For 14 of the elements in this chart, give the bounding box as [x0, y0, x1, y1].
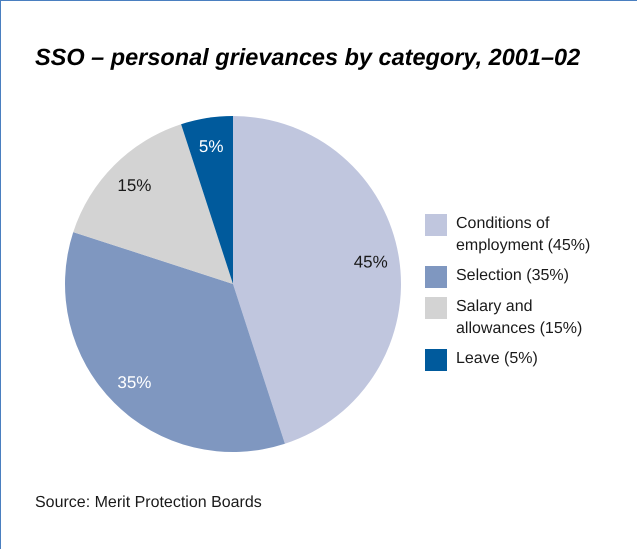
data-label: 15%: [117, 176, 152, 195]
pie-slice: [65, 232, 285, 452]
pie-slice: [73, 124, 233, 284]
legend-label: Selection (35%): [456, 266, 569, 286]
pie-slice: [181, 116, 233, 284]
legend-label: Salary and allowances (15%): [456, 297, 584, 339]
source-note: Source: Merit Protection Boards: [35, 494, 262, 512]
legend-label: Conditions of employment (45%): [456, 214, 592, 256]
data-label: 45%: [354, 252, 388, 272]
legend-label: Leave (5%): [456, 349, 538, 369]
data-label: 5%: [198, 136, 224, 156]
data-label: 35%: [117, 373, 152, 392]
pie-slice: [233, 116, 401, 444]
chart-title: SSO – personal grievances by category, 2001–02: [35, 44, 580, 71]
